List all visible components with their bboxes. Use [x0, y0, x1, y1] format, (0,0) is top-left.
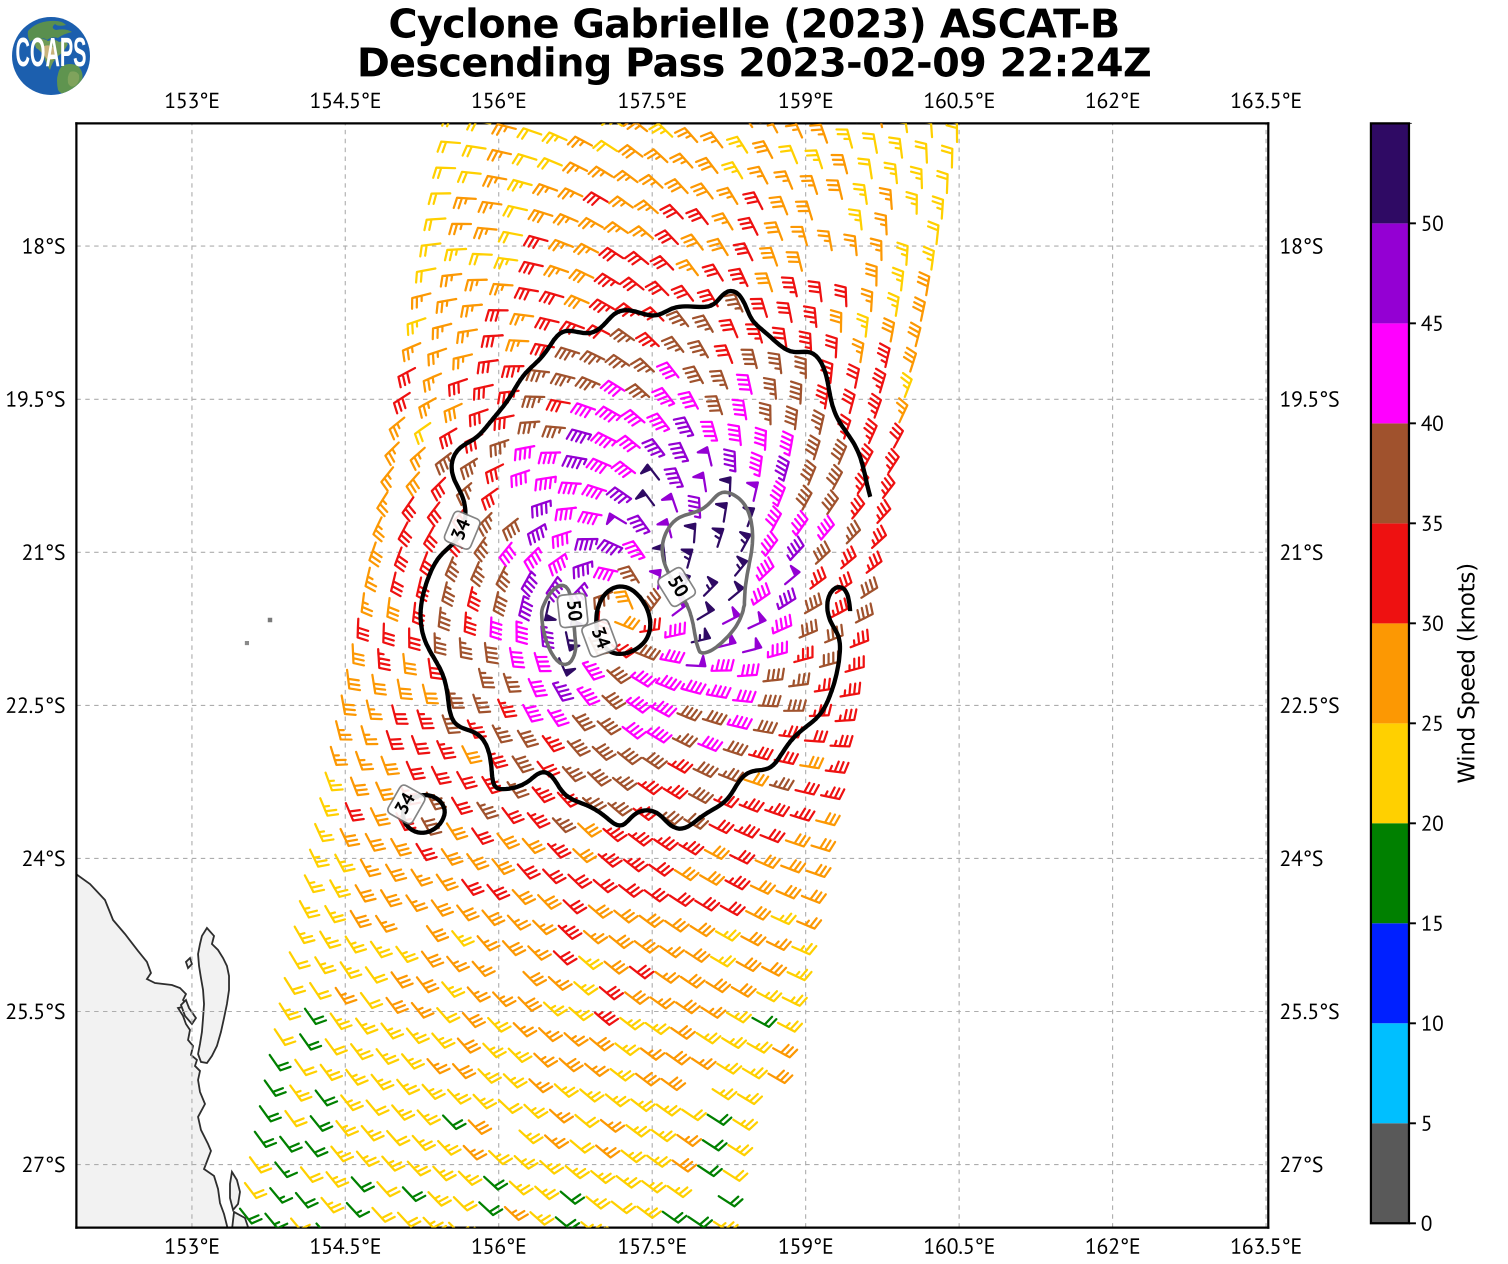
svg-text:COAPS: COAPS [16, 29, 87, 75]
